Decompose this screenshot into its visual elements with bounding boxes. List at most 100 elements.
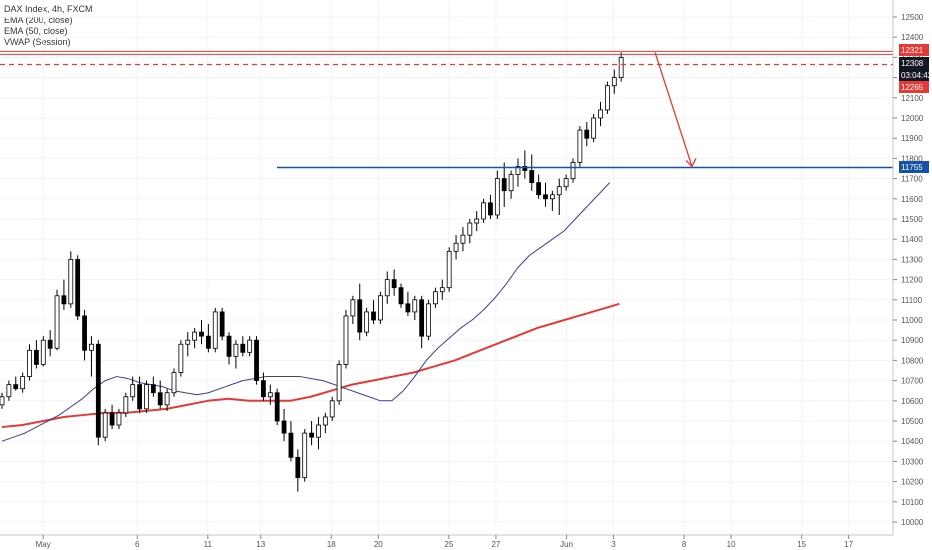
candle [82,309,87,361]
candle-body [357,299,363,333]
candle [536,174,542,199]
candle-body [164,392,170,406]
candle [150,376,156,397]
candle [233,340,239,369]
candle [302,429,308,482]
legend-ema200: EMA (200, close) [4,15,73,25]
price-tick-label: 10400 [901,437,924,446]
time-tick-label: 11 [204,540,213,549]
price-tick-label: 11000 [901,316,923,325]
candle [47,330,53,357]
candle [33,340,39,369]
candle [508,170,514,199]
badge-countdown-bg [899,69,929,81]
candle [288,421,294,462]
time-tick-label: 8 [682,540,687,549]
candle-body [412,299,418,313]
candle-body [343,315,349,365]
candle-body [322,416,328,426]
candle-body [171,372,177,394]
candle-body [281,420,287,434]
projection-arrow[interactable] [654,52,697,168]
time-tick-label: 27 [491,540,500,549]
candles [0,52,624,492]
candle-body [205,335,211,349]
candle-body [33,349,39,365]
candle [329,396,335,421]
candle [205,324,211,353]
price-tick-label: 10700 [901,377,924,386]
legend-ema50: EMA (50, close) [4,26,68,36]
candle [439,279,445,300]
candle-body [123,396,129,414]
price-tick-label: 11300 [901,255,923,264]
candle-body [247,339,253,353]
candle-body [460,234,466,244]
arrow-shaft[interactable] [654,52,693,167]
candle-body [75,258,81,317]
candle [116,408,122,430]
candle-body [309,432,314,438]
candle [371,299,376,325]
candle [488,194,493,219]
candle [446,247,452,292]
price-badges: 12321 12308 03:04:42 12265 11755 [899,44,932,173]
arrow-head[interactable] [685,158,697,168]
price-tick-label: 11800 [901,154,923,163]
price-axis[interactable]: 10000 10100 10200 10300 10400 10500 10600 10700… [892,0,924,535]
price-tick-label: 10200 [901,478,924,487]
price-tick-label: 10500 [901,417,924,426]
candle-body [446,250,452,289]
price-tick-label: 12100 [901,94,924,103]
badge-resistance-lower: 12265 [901,83,924,92]
candle-body [40,339,46,365]
price-tick-label: 11500 [901,215,923,224]
candle [515,158,521,187]
candle-body [6,384,12,398]
price-tick-label: 12500 [901,13,924,22]
candle [467,219,473,244]
badge-resistance-upper-bg [899,44,929,56]
candle-body [591,117,597,139]
candle-body [240,343,246,353]
candle [611,69,617,94]
ema200-line [1,302,620,429]
candle-body [233,343,239,357]
candle [54,289,60,351]
time-tick-label: 15 [797,540,806,549]
candle-body [109,412,115,426]
candle [0,392,5,409]
candle [460,227,466,252]
badge-current-bg [899,57,929,69]
price-tick-label: 10600 [901,397,924,406]
candle [549,190,555,211]
candle-body [577,129,583,163]
candle-body [199,331,204,337]
candle-body [336,364,342,402]
levels[interactable] [0,50,893,169]
legend-vwap: VWAP (Session) [4,37,71,47]
badge-countdown: 03:04:42 [901,71,932,80]
candle-body [398,287,404,305]
candle-body [13,384,19,390]
candle-body [95,343,101,438]
candle-body [20,376,26,390]
candle-body [150,384,156,394]
candle-body [515,166,521,175]
candle-body [377,295,383,321]
time-axis[interactable]: 29May6111318202527Jun38101517 [0,534,893,549]
candle [27,344,32,381]
price-tick-label: 11700 [901,175,923,184]
ema50-line [1,182,611,442]
price-tick-label: 10300 [901,457,924,466]
candle-body [0,396,5,406]
candle-body [192,331,198,341]
candle [598,101,603,127]
candle-body [549,194,555,200]
candle [254,336,259,385]
candle-body [529,170,535,184]
candle [563,174,569,191]
candle [570,158,576,183]
candle [212,307,218,353]
